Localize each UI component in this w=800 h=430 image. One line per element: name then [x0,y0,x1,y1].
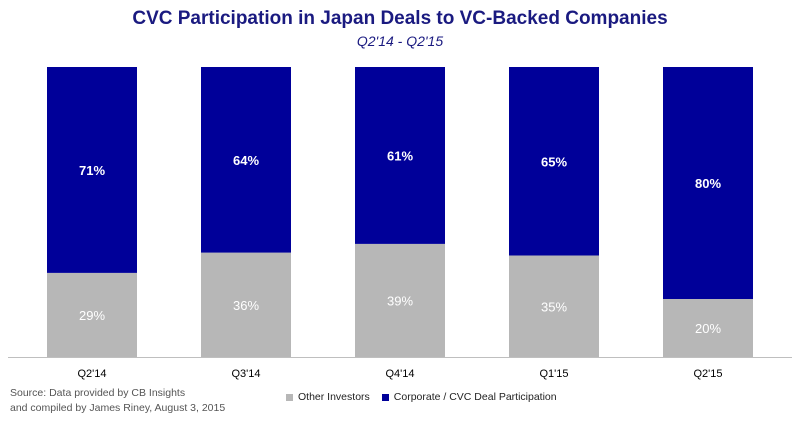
x-tick-label: Q3'14 [231,368,260,380]
data-label-other-investors: 20% [695,321,721,336]
bar-other-investors [355,243,445,357]
bar-corporate-cvc [663,67,753,299]
legend-swatch-other-investors [286,393,293,401]
legend-item-other-investors: Other Investors [286,391,370,403]
x-tick-label: Q1'15 [539,368,568,380]
source-line-1: Source: Data provided by CB Insights [10,387,186,399]
data-label-other-investors: 35% [541,299,567,314]
legend-swatch-corporate-cvc [381,393,389,401]
source-note: Source: Data provided by CB Insights and… [10,386,225,416]
data-label-other-investors: 29% [79,308,105,323]
bar-other-investors [509,255,599,357]
chart-title: CVC Participation in Japan Deals to VC-B… [132,8,668,29]
legend: Other Investors Corporate / CVC Deal Par… [286,391,569,403]
bar-corporate-cvc [355,67,445,244]
data-label-corporate-cvc: 71% [79,163,105,178]
data-label-corporate-cvc: 65% [541,154,567,169]
bar-corporate-cvc [47,67,137,273]
legend-label-corporate-cvc: Corporate / CVC Deal Participation [393,391,557,403]
data-label-corporate-cvc: 61% [387,148,413,163]
bar-other-investors [663,299,753,357]
x-tick-label: Q2'15 [693,368,722,380]
x-tick-label: Q2'14 [77,368,106,380]
legend-label-other-investors: Other Investors [298,391,370,403]
data-label-corporate-cvc: 64% [233,153,259,168]
data-label-corporate-cvc: 80% [695,176,721,191]
data-label-other-investors: 39% [387,293,413,308]
data-label-other-investors: 36% [233,298,259,313]
bar-other-investors [47,272,137,357]
source-line-2: and compiled by James Riney, August 3, 2… [10,402,226,414]
legend-item-corporate-cvc: Corporate / CVC Deal Participation [381,391,557,403]
x-tick-label: Q4'14 [385,368,414,380]
bar-other-investors [201,252,291,357]
chart-subtitle: Q2'14 - Q2'15 [356,33,444,49]
bar-corporate-cvc [509,67,599,256]
bar-corporate-cvc [201,67,291,253]
